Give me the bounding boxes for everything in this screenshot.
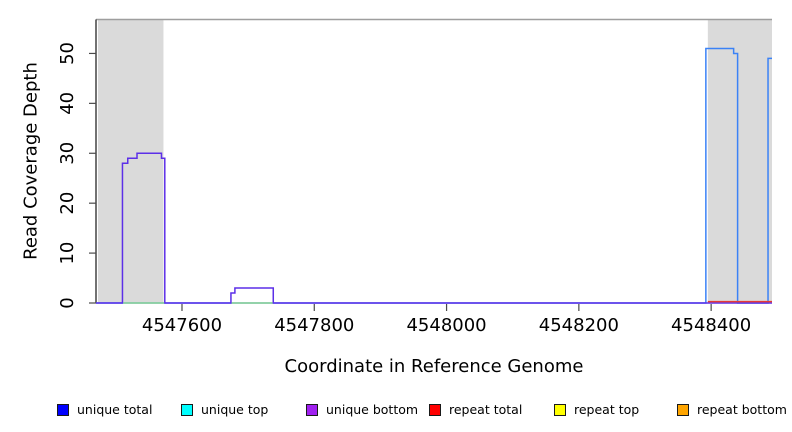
legend-item-unique-top: unique top (181, 402, 268, 418)
legend-item-unique-bottom: unique bottom (306, 402, 418, 418)
x-tick-label: 4547600 (142, 315, 222, 336)
repeat-total-swatch-icon (429, 404, 441, 416)
y-tick-label: 50 (57, 42, 78, 65)
legend-item-unique-total: unique total (57, 402, 152, 418)
legend-label: unique top (201, 402, 269, 417)
y-tick-label: 30 (57, 142, 78, 165)
unique-top-swatch-icon (181, 404, 193, 416)
unique-bottom-swatch-icon (306, 404, 318, 416)
unique-total-swatch-icon (57, 404, 69, 416)
legend-label: repeat bottom (697, 402, 787, 417)
y-tick-label: 10 (57, 242, 78, 265)
legend-item-repeat-total: repeat total (429, 402, 522, 418)
x-tick-label: 4547800 (274, 315, 354, 336)
x-axis-title: Coordinate in Reference Genome (284, 356, 584, 377)
legend-item-repeat-top: repeat top (554, 402, 639, 418)
legend-label: unique total (77, 402, 153, 417)
x-tick-label: 4548200 (539, 315, 619, 336)
y-tick-label: 20 (57, 192, 78, 215)
y-tick-label: 40 (57, 92, 78, 115)
unique-bottom-coverage-trace (96, 152, 772, 304)
legend-label: repeat total (449, 402, 523, 417)
x-tick-label: 4548000 (406, 315, 486, 336)
legend-label: unique bottom (326, 402, 419, 417)
y-tick-label: 0 (57, 297, 78, 308)
shaded-region-left (97, 19, 164, 303)
repeat-bottom-swatch-icon (677, 404, 689, 416)
unique-total-coverage-trace (96, 47, 772, 304)
shaded-region-right (707, 19, 772, 303)
y-axis-title: Read Coverage Depth (20, 62, 42, 260)
legend-item-repeat-bottom: repeat bottom (677, 402, 787, 418)
legend-label: repeat top (574, 402, 640, 417)
legend: unique total unique top unique bottom re… (0, 402, 792, 422)
x-tick-label: 4548400 (671, 315, 751, 336)
repeat-top-swatch-icon (554, 404, 566, 416)
